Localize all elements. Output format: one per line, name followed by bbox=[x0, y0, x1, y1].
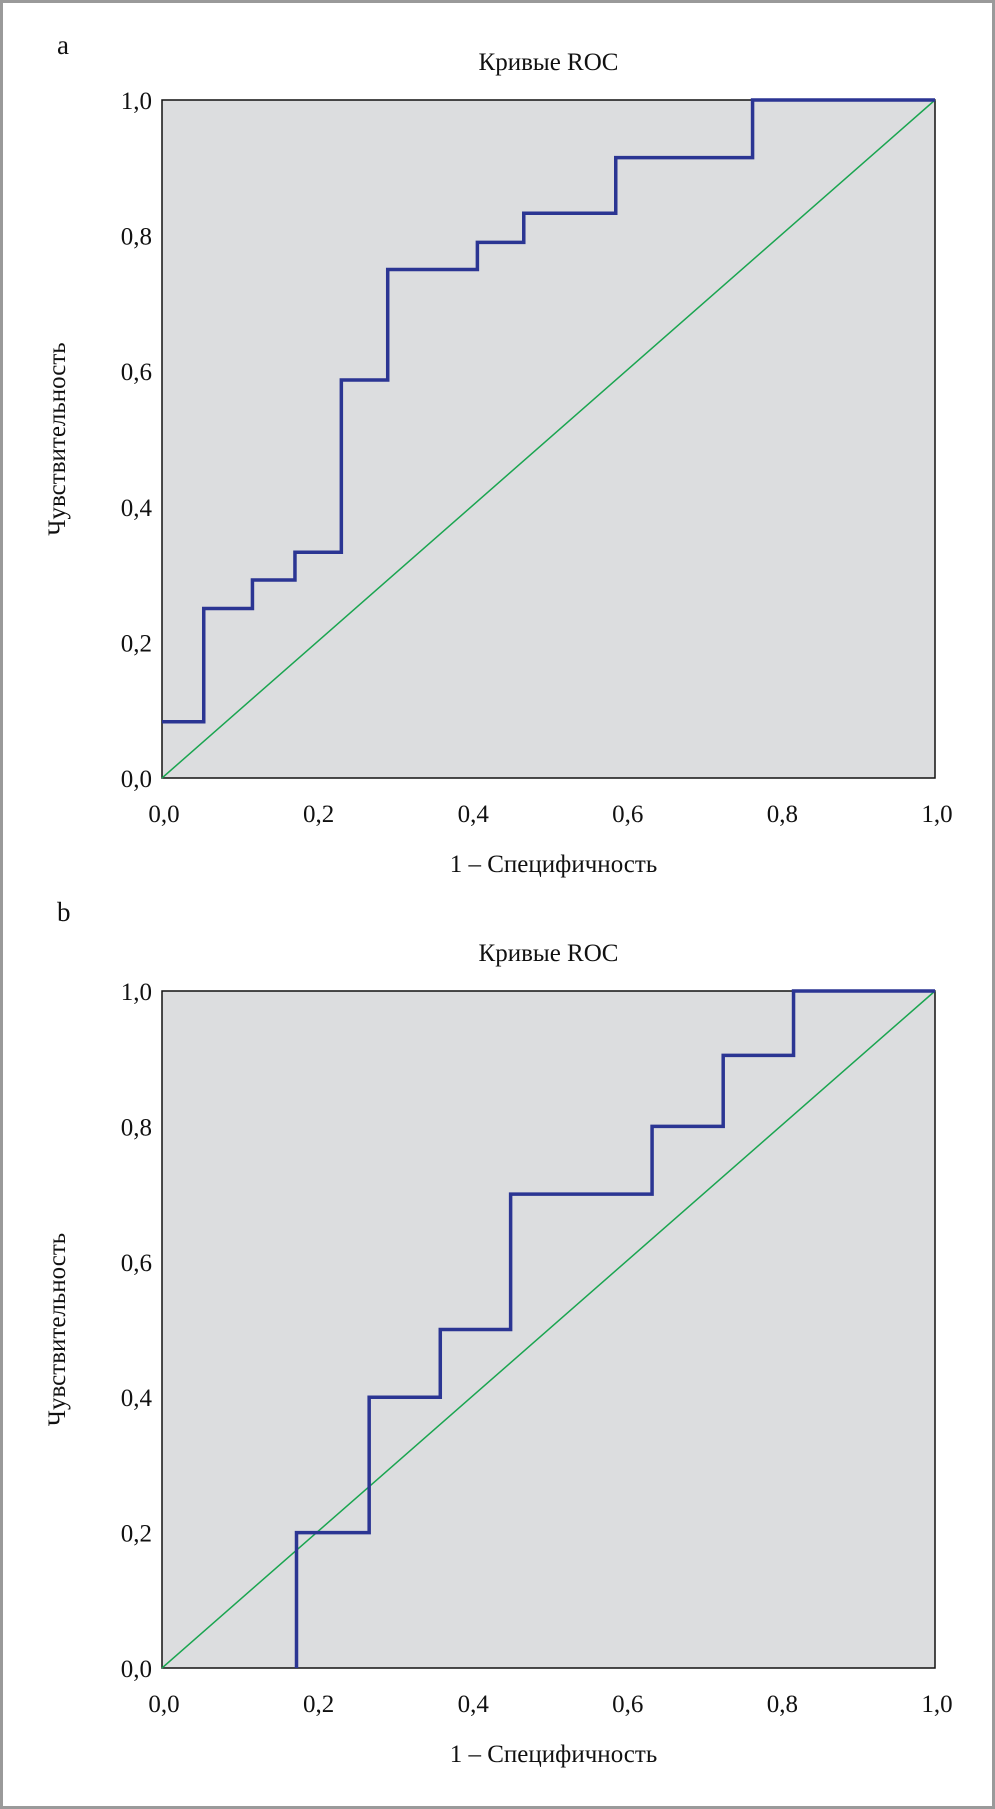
x-tick-label: 0,2 bbox=[303, 1691, 334, 1718]
chart-title: Кривые ROC bbox=[479, 940, 619, 967]
y-axis-label: Чувствительность bbox=[44, 342, 71, 535]
reference-diagonal-line bbox=[161, 990, 936, 1669]
x-tick-label: 1,0 bbox=[921, 801, 952, 828]
x-tick-label: 0,4 bbox=[458, 1691, 490, 1718]
y-tick-label: 1,0 bbox=[121, 979, 152, 1006]
roc-curve-line bbox=[294, 989, 935, 1668]
y-tick-label: 0,6 bbox=[121, 1250, 152, 1277]
y-tick-label: 0,6 bbox=[121, 359, 152, 386]
y-tick-label: 0,8 bbox=[121, 224, 152, 251]
y-tick-label: 0,4 bbox=[121, 1385, 153, 1412]
roc-curve-line bbox=[162, 98, 935, 724]
x-tick-label: 0,8 bbox=[767, 1691, 798, 1718]
y-tick-label: 0,0 bbox=[121, 766, 152, 793]
x-tick-label: 0,2 bbox=[303, 801, 334, 828]
y-tick-label: 0,2 bbox=[121, 630, 152, 657]
x-tick-label: 1,0 bbox=[921, 1691, 952, 1718]
y-tick-label: 0,4 bbox=[121, 495, 153, 522]
reference-diagonal-line bbox=[161, 99, 936, 779]
x-tick-label: 0,0 bbox=[148, 1691, 179, 1718]
x-tick-label: 0,6 bbox=[612, 801, 643, 828]
panel-label: b bbox=[57, 897, 71, 927]
roc-chart-a: a Кривые ROC 0,0 0,2 0,4 0,6 0,8 1,0 0,0 0,2 0,4 0,… bbox=[44, 30, 953, 878]
x-axis-label: 1 – Специфичность bbox=[450, 1741, 657, 1768]
chart-title: Кривые ROC bbox=[479, 49, 619, 76]
x-axis-label: 1 – Специфичность bbox=[450, 851, 657, 878]
y-tick-label: 0,0 bbox=[121, 1656, 152, 1683]
x-tick-label: 0,0 bbox=[148, 801, 179, 828]
x-tick-label: 0,4 bbox=[458, 801, 490, 828]
y-tick-label: 1,0 bbox=[121, 88, 152, 115]
roc-chart-b: b Кривые ROC 0,0 0,2 0,4 0,6 0,8 1,0 0,0 0,2 0,4 0,… bbox=[44, 897, 953, 1768]
y-tick-label: 0,8 bbox=[121, 1114, 152, 1141]
y-axis-label: Чувствительность bbox=[44, 1233, 71, 1426]
x-tick-label: 0,6 bbox=[612, 1691, 643, 1718]
y-tick-label: 0,2 bbox=[121, 1521, 152, 1548]
panel-label: a bbox=[57, 30, 69, 60]
x-tick-label: 0,8 bbox=[767, 801, 798, 828]
